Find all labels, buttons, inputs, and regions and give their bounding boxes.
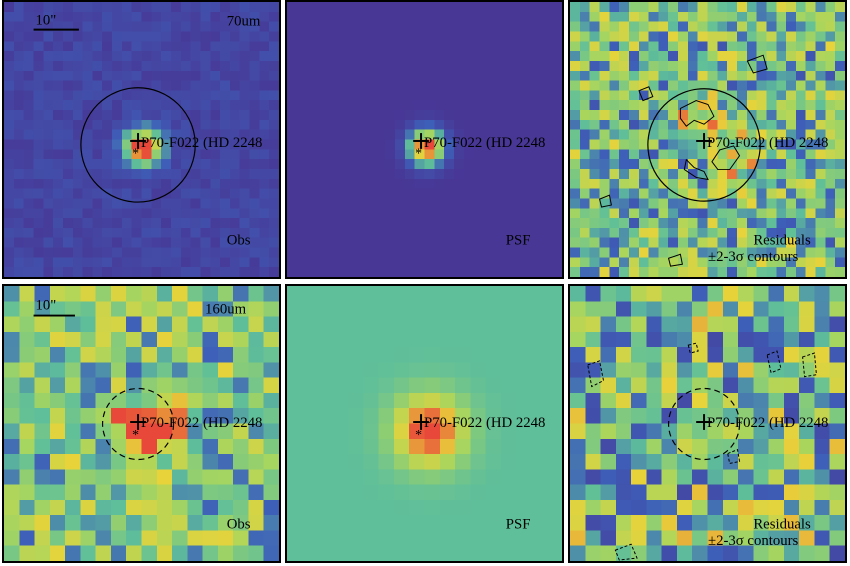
aperture-circle	[667, 387, 741, 461]
map-160um-residuals	[570, 286, 845, 561]
scale-bar-label: 10"	[36, 298, 57, 314]
aperture-circle	[80, 87, 196, 203]
scale-bar-label: 10"	[36, 13, 57, 29]
aperture-circle	[647, 88, 761, 202]
map-70um-psf	[287, 2, 562, 277]
source-label: P70-F022 (HD 2248	[424, 415, 545, 431]
panel-label: PSF	[506, 232, 531, 248]
source-cross-icon	[696, 414, 712, 430]
map-70um-obs	[4, 2, 279, 277]
map-70um-residuals	[570, 2, 845, 277]
map-160um-obs	[4, 286, 279, 561]
panel-160um-obs: 10" 160um * P70-F022 (HD 2248 Obs	[2, 284, 281, 563]
star-marker-icon: *	[415, 427, 422, 442]
star-marker-icon: *	[132, 146, 139, 161]
source-label: P70-F022 (HD 2248	[424, 135, 545, 151]
panel-label: PSF	[506, 516, 531, 532]
source-cross-icon	[696, 133, 712, 149]
band-label: 70um	[227, 14, 261, 30]
source-label: P70-F022 (HD 2248	[141, 415, 262, 431]
map-160um-psf	[287, 286, 562, 561]
source-label: P70-F022 (HD 2248	[707, 415, 828, 431]
band-label: 160um	[205, 302, 247, 318]
panel-label: Residuals	[753, 232, 811, 248]
source-cross-icon	[130, 133, 146, 149]
source-cross-icon	[413, 414, 429, 430]
panel-sublabel: ±2-3σ contours	[708, 249, 799, 265]
overlay-70um-psf: * P70-F022 (HD 2248 PSF	[413, 133, 545, 248]
residual-contours	[598, 54, 768, 267]
residual-contours	[587, 342, 817, 561]
panel-70um-psf: * P70-F022 (HD 2248 PSF	[285, 0, 564, 279]
source-label: P70-F022 (HD 2248	[707, 135, 828, 151]
overlay-160um-psf: * P70-F022 (HD 2248 PSF	[413, 414, 545, 532]
source-label: P70-F022 (HD 2248	[141, 135, 262, 151]
aperture-circle	[101, 387, 175, 461]
panel-label: Residuals	[753, 516, 811, 532]
panel-160um-residuals: P70-F022 (HD 2248 Residuals ±2-3σ contou…	[568, 284, 847, 563]
panel-label: Obs	[227, 516, 251, 532]
panel-70um-obs: 10" 70um * P70-F022 (HD 2248 Obs	[2, 0, 281, 279]
panel-70um-residuals: P70-F022 (HD 2248 Residuals ±2-3σ contou…	[568, 0, 847, 279]
star-marker-icon: *	[415, 146, 422, 161]
source-cross-icon	[413, 133, 429, 149]
star-marker-icon: *	[132, 427, 139, 442]
overlay-70um-residuals: P70-F022 (HD 2248 Residuals ±2-3σ contou…	[598, 54, 828, 267]
source-cross-icon	[130, 414, 146, 430]
overlay-160um-residuals: P70-F022 (HD 2248 Residuals ±2-3σ contou…	[587, 342, 828, 561]
overlay-70um-obs: 10" 70um * P70-F022 (HD 2248 Obs	[33, 13, 262, 248]
overlay-160um-obs: 10" 160um * P70-F022 (HD 2248 Obs	[33, 298, 262, 532]
panel-sublabel: ±2-3σ contours	[708, 533, 799, 549]
panel-label: Obs	[227, 232, 251, 248]
panel-160um-psf: * P70-F022 (HD 2248 PSF	[285, 284, 564, 563]
